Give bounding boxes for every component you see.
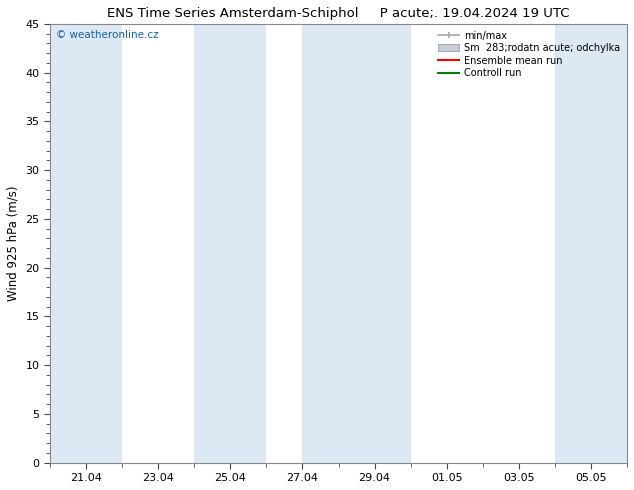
Bar <box>555 24 627 463</box>
Text: © weatheronline.cz: © weatheronline.cz <box>56 30 158 41</box>
Bar <box>50 24 122 463</box>
Bar <box>302 24 339 463</box>
Y-axis label: Wind 925 hPa (m/s): Wind 925 hPa (m/s) <box>7 186 20 301</box>
Bar <box>194 24 266 463</box>
Legend: min/max, Sm  283;rodatn acute; odchylka, Ensemble mean run, Controll run: min/max, Sm 283;rodatn acute; odchylka, … <box>436 29 622 80</box>
Title: ENS Time Series Amsterdam-Schiphol     P acute;. 19.04.2024 19 UTC: ENS Time Series Amsterdam-Schiphol P acu… <box>107 7 570 20</box>
Bar <box>339 24 411 463</box>
